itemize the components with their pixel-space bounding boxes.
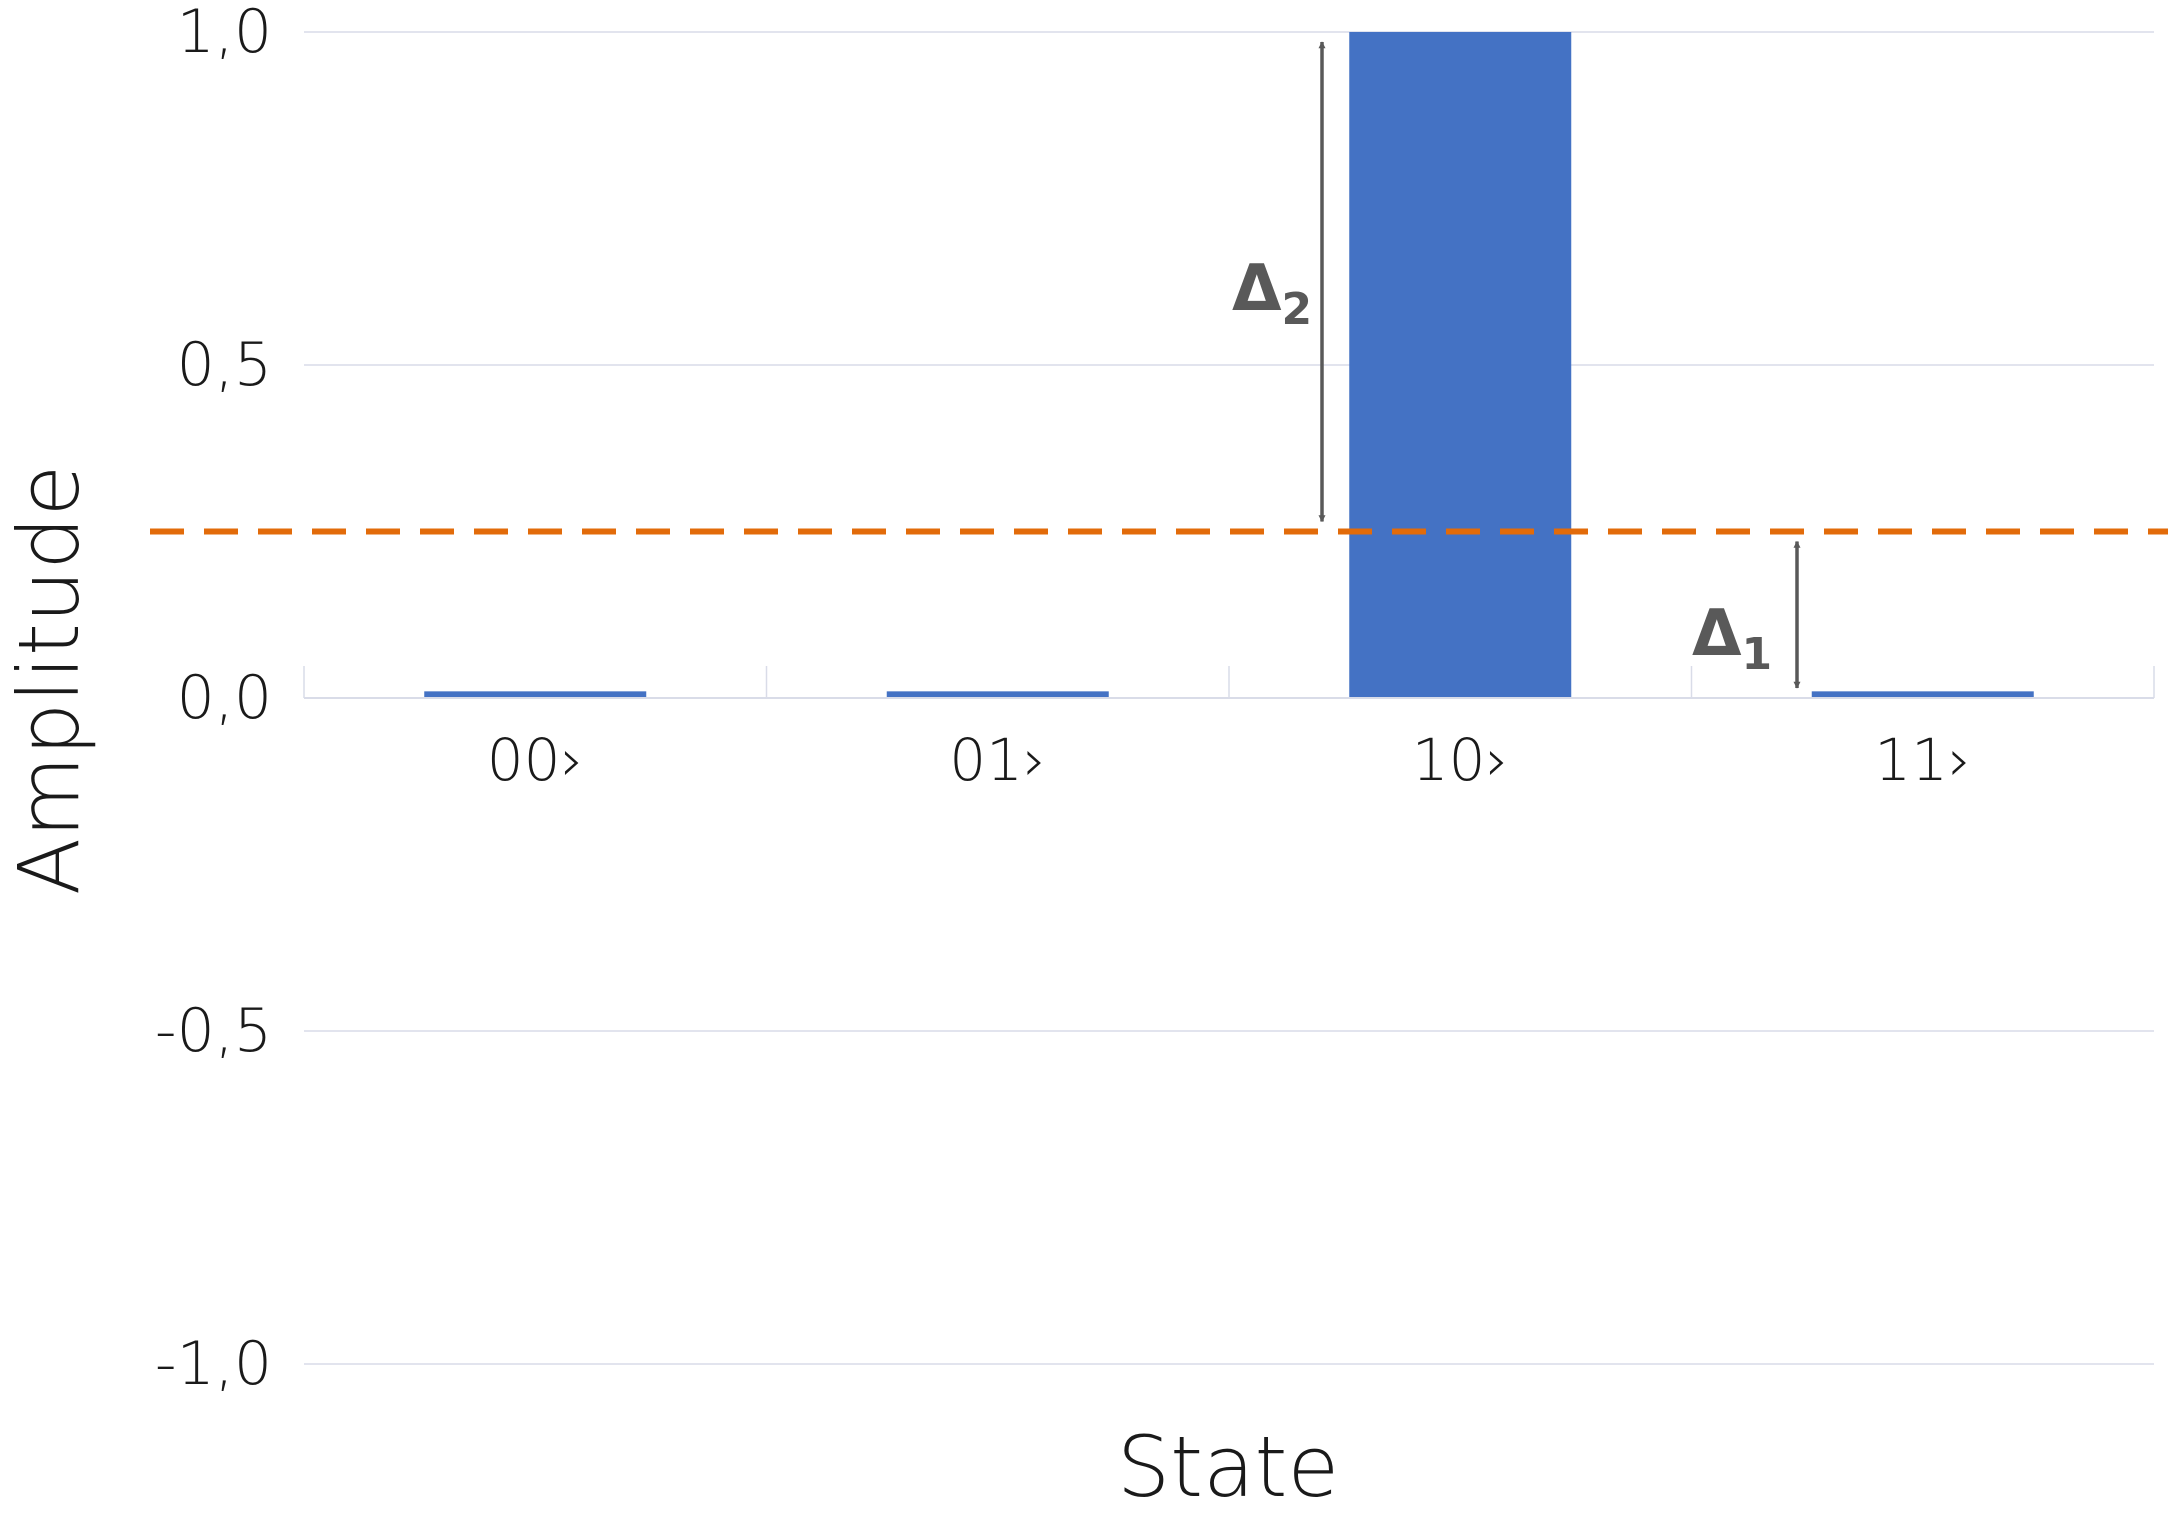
y-tick-label: 0,5 [177,330,272,400]
bar [424,691,647,698]
category-label: 11› [1874,726,1971,794]
category-label: 01› [949,726,1046,794]
y-tick-label: 0,0 [177,663,272,733]
y-tick-label: 1,0 [177,0,272,67]
x-axis-categories: 00› 01› 10› 11› [487,726,1972,794]
gridlines [304,31,2154,1365]
y-tick-label: -1,0 [155,1329,272,1399]
annotations: Δ2 Δ1 [1232,41,1801,689]
delta-label: Δ2 [1232,252,1312,335]
category-label: 10› [1412,726,1509,794]
y-axis-title: Amplitude [0,465,98,895]
y-axis-ticks: 1,0 0,5 0,0 -0,5 -1,0 [155,0,272,1399]
bar [1349,32,1572,698]
bar [886,691,1109,698]
x-axis [303,666,2155,699]
delta-label: Δ1 [1692,597,1772,680]
category-label: 00› [487,726,584,794]
y-tick-label: -0,5 [155,996,272,1066]
bars [424,32,2034,698]
bar [1811,691,2034,698]
x-axis-title: State [1117,1418,1339,1516]
